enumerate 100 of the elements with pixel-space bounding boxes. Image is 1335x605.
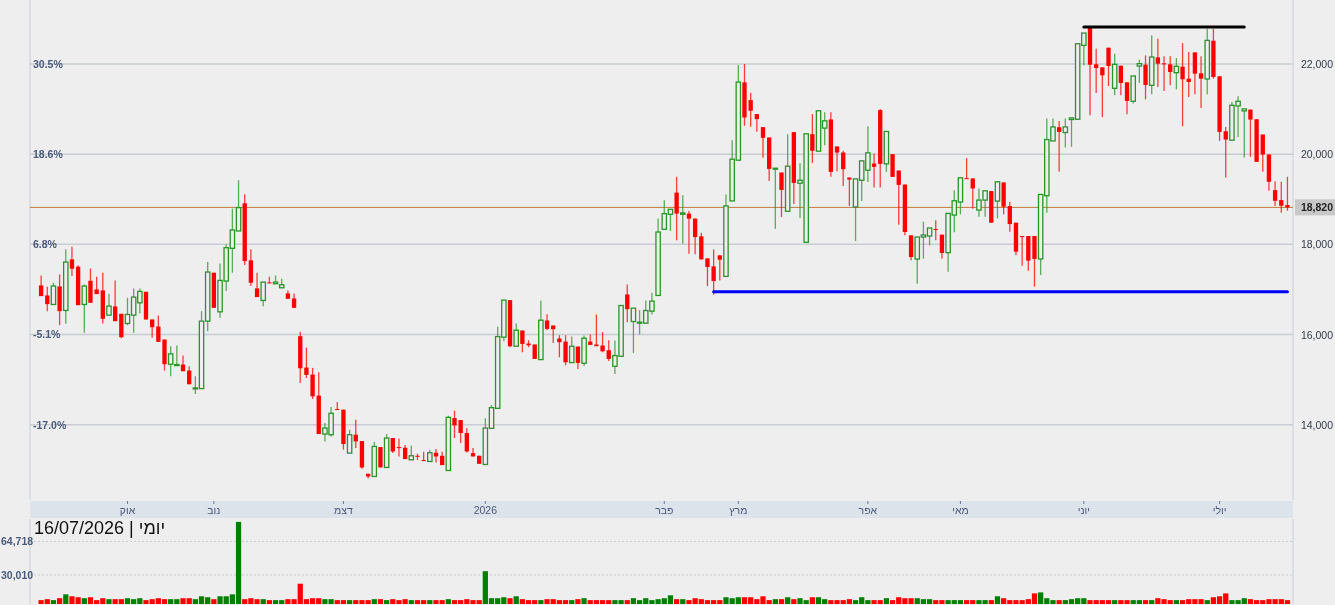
candlestick bbox=[112, 279, 118, 322]
candlestick bbox=[563, 334, 568, 366]
candlestick bbox=[760, 126, 766, 159]
bar bbox=[106, 599, 112, 604]
candlestick bbox=[1155, 38, 1161, 88]
bar bbox=[581, 598, 587, 604]
candlestick bbox=[396, 437, 402, 458]
candlestick bbox=[248, 248, 254, 287]
candlestick bbox=[1168, 55, 1173, 86]
candlestick bbox=[1100, 66, 1105, 118]
y-tick-label: 22,000 bbox=[1300, 58, 1334, 71]
bar bbox=[56, 598, 63, 604]
bar bbox=[50, 600, 57, 604]
candlestick bbox=[119, 313, 124, 339]
candlestick bbox=[310, 367, 315, 400]
candlestick bbox=[81, 283, 88, 334]
candlestick bbox=[260, 281, 267, 307]
candlestick bbox=[994, 181, 1001, 220]
candlestick bbox=[1180, 42, 1185, 127]
candlestick bbox=[834, 145, 840, 172]
x-tick-label: יוני bbox=[1077, 504, 1090, 516]
chart-title: יומי | 16/07/2026 bbox=[34, 518, 166, 538]
y2-tick-label: 6.8% bbox=[33, 237, 58, 250]
x-tick-label: דצמ bbox=[334, 504, 353, 516]
candlestick bbox=[464, 427, 469, 454]
bar bbox=[772, 599, 778, 604]
y-tick-label: 16,000 bbox=[1300, 328, 1334, 341]
candlestick bbox=[933, 219, 938, 241]
candlestick bbox=[45, 286, 50, 312]
candlestick bbox=[69, 246, 75, 277]
bar bbox=[377, 599, 384, 604]
x-tick-label: מרץ bbox=[729, 504, 748, 516]
bar bbox=[427, 600, 433, 604]
candlestick bbox=[692, 217, 698, 256]
y-tick-label: 30,010 bbox=[1, 569, 34, 582]
candlestick bbox=[1106, 47, 1111, 87]
candlestick bbox=[1223, 126, 1228, 179]
bar bbox=[624, 600, 630, 604]
bar bbox=[994, 596, 1001, 604]
candlestick bbox=[568, 335, 575, 364]
candlestick bbox=[106, 293, 112, 316]
candlestick bbox=[557, 334, 562, 358]
y2-tick-label: 18.6% bbox=[33, 148, 64, 161]
bar bbox=[1173, 600, 1179, 604]
candlestick bbox=[939, 234, 945, 260]
candlestick bbox=[1161, 55, 1167, 92]
bar bbox=[791, 599, 797, 604]
bar bbox=[809, 597, 815, 604]
candlestick bbox=[1007, 201, 1012, 233]
bar bbox=[63, 594, 69, 604]
candlestick bbox=[1019, 235, 1025, 267]
bar bbox=[988, 600, 994, 604]
candlestick bbox=[513, 322, 520, 347]
bar bbox=[538, 600, 544, 604]
y-tick-label: 14,000 bbox=[1300, 418, 1334, 431]
candlestick bbox=[1192, 51, 1198, 95]
x-tick-label: 2026 bbox=[473, 504, 498, 516]
candlestick bbox=[600, 331, 605, 353]
candlestick bbox=[1272, 180, 1278, 207]
candlestick bbox=[304, 346, 309, 379]
candlestick bbox=[1118, 65, 1124, 96]
candlestick bbox=[1260, 133, 1265, 173]
bar bbox=[81, 598, 87, 604]
x-tick-label: נוב bbox=[207, 504, 221, 516]
candlestick bbox=[890, 153, 895, 178]
candlestick bbox=[1057, 120, 1062, 173]
bar bbox=[507, 598, 513, 604]
candlestick bbox=[810, 113, 815, 164]
candlestick bbox=[779, 171, 784, 218]
x-tick-label: פבר bbox=[655, 504, 674, 516]
bar bbox=[371, 599, 377, 604]
x-tick-label: אוק bbox=[119, 504, 136, 516]
bar bbox=[569, 600, 575, 604]
bar bbox=[673, 599, 680, 604]
candlestick bbox=[156, 314, 161, 343]
x-tick-label: יולי bbox=[1212, 504, 1227, 516]
candlestick bbox=[1143, 54, 1148, 100]
bar bbox=[445, 599, 451, 604]
bar bbox=[513, 596, 519, 604]
bar bbox=[408, 600, 414, 604]
y-tick-label: 20,000 bbox=[1300, 148, 1334, 161]
candlestick bbox=[458, 419, 463, 444]
candlestick bbox=[254, 272, 260, 298]
candlestick bbox=[1062, 117, 1069, 149]
y-tick-label: 64,718 bbox=[1, 535, 34, 548]
candlestick bbox=[686, 210, 692, 255]
y-tick-label: 18,000 bbox=[1300, 238, 1334, 251]
bar bbox=[1056, 600, 1062, 604]
bar bbox=[1112, 600, 1118, 604]
candlestick bbox=[1279, 181, 1284, 214]
candlestick bbox=[896, 169, 901, 226]
candlestick bbox=[606, 339, 611, 362]
candlestick bbox=[970, 177, 975, 210]
bar bbox=[211, 599, 217, 604]
candlestick bbox=[717, 254, 722, 282]
candlestick bbox=[150, 318, 155, 339]
ref-line-label: 18,820 bbox=[1300, 201, 1334, 214]
bar bbox=[883, 598, 890, 604]
candlestick bbox=[674, 176, 679, 241]
bar bbox=[1142, 600, 1149, 604]
